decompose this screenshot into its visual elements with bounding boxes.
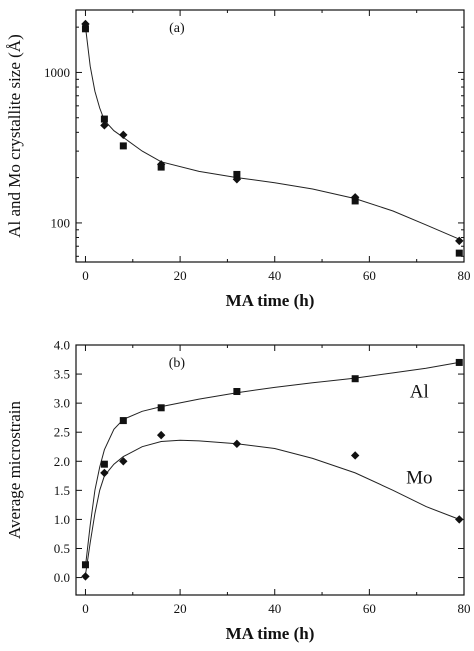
y-tick-label: 3.5 [54, 367, 70, 382]
y-tick-label: 2.0 [54, 454, 70, 469]
data-point-square [81, 561, 89, 569]
fit-curve-al [85, 361, 460, 566]
y-tick-label: 100 [51, 215, 71, 230]
data-point-square [100, 460, 108, 468]
data-point-diamond [81, 19, 90, 29]
data-point-diamond [350, 193, 360, 202]
data-point-diamond [455, 515, 464, 524]
data-point-diamond [119, 130, 128, 140]
x-tick-label: 20 [174, 601, 187, 616]
y-tick-label: 4.0 [54, 338, 70, 353]
data-point-diamond [100, 468, 109, 478]
data-point-square [119, 417, 127, 425]
data-point-square [455, 249, 463, 257]
data-point-diamond [81, 572, 90, 581]
data-point-square [100, 115, 108, 123]
x-tick-label: 60 [363, 601, 376, 616]
data-point-diamond [232, 175, 242, 184]
data-point-diamond [455, 236, 464, 246]
fit-curve [85, 27, 460, 240]
y-axis-label: Al and Mo crystallite size (Å) [5, 34, 24, 237]
plot-frame [75, 344, 465, 596]
x-tick-label: 60 [363, 268, 376, 283]
data-point-square [455, 358, 463, 366]
data-point-square [157, 404, 165, 412]
y-axis-label: Average microstrain [5, 401, 24, 539]
x-tick-label: 0 [82, 601, 89, 616]
y-tick-label: 0.0 [54, 570, 70, 585]
panel-label: (a) [169, 21, 185, 36]
data-point-square [351, 375, 359, 383]
plot-frame [75, 9, 465, 263]
data-point-diamond [100, 121, 109, 130]
x-tick-label: 80 [458, 601, 471, 616]
y-tick-label: 1000 [44, 65, 70, 80]
panel-label: (b) [169, 356, 186, 371]
y-tick-label: 0.5 [54, 541, 70, 556]
x-tick-label: 40 [268, 601, 281, 616]
data-point-square [233, 170, 241, 178]
data-point-square [233, 388, 241, 396]
chart-panel-a: 0 20 40 60 80 100 1000 MA time (h) Al and Mo cry… [5, 9, 471, 310]
data-point-square [81, 25, 89, 33]
data-point-square [119, 142, 127, 150]
fit-curve-mo [85, 439, 460, 575]
chart-panel-b: 0 20 40 60 80 0.0 0.5 1.0 1.5 2.0 2.5 3.0 3.5 4.0 MA t… [5, 338, 471, 644]
x-axis-label: MA time (h) [226, 624, 315, 643]
data-point-diamond [156, 430, 166, 440]
data-point-diamond [232, 439, 242, 449]
x-tick-label: 80 [458, 268, 471, 283]
x-tick-label: 20 [174, 268, 187, 283]
y-tick-label: 2.5 [54, 425, 70, 440]
y-tick-label: 1.0 [54, 512, 70, 527]
data-point-diamond [156, 160, 166, 169]
data-point-diamond [350, 451, 360, 460]
data-point-diamond [119, 457, 128, 466]
series-label-al: Al [410, 381, 429, 402]
y-tick-label: 1.5 [54, 483, 70, 498]
x-axis-label: MA time (h) [226, 291, 315, 310]
series-label-mo: Mo [406, 467, 432, 488]
x-tick-label: 40 [268, 268, 281, 283]
x-tick-label: 0 [82, 268, 89, 283]
y-tick-label: 3.0 [54, 396, 70, 411]
